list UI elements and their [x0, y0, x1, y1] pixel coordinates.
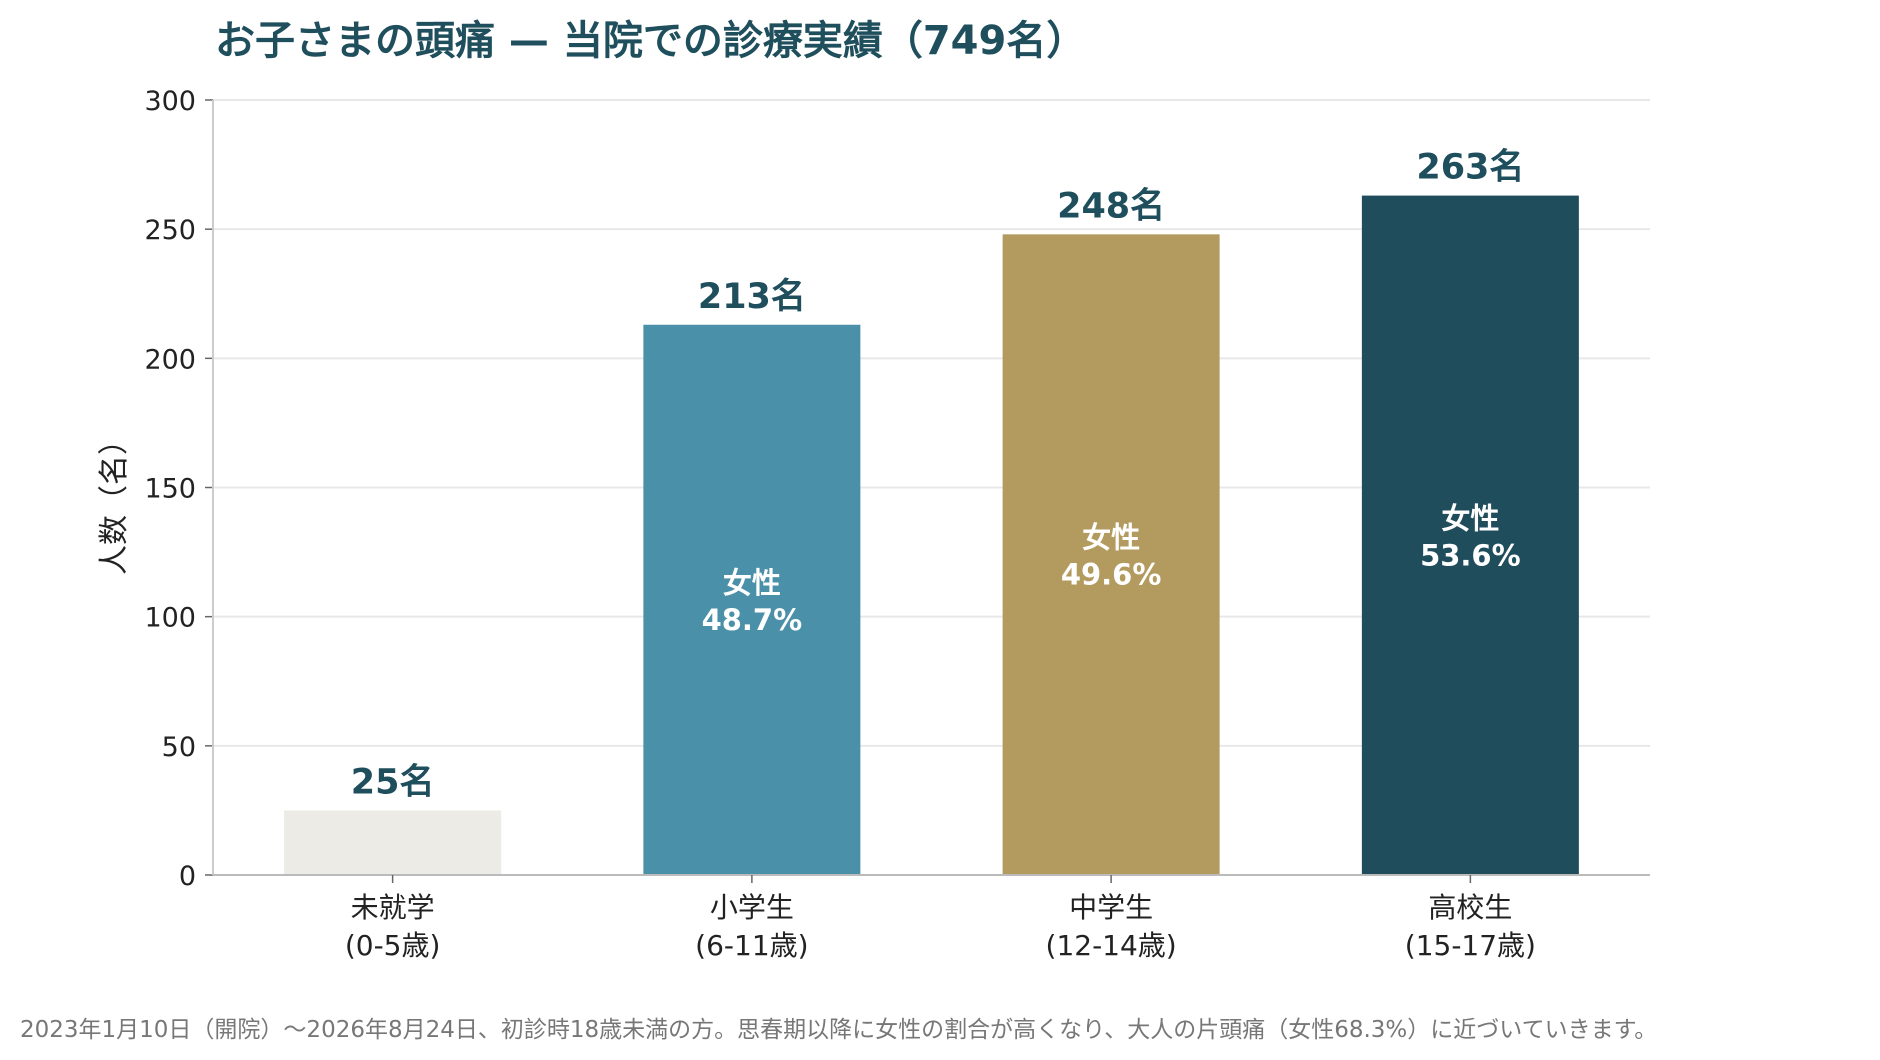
y-tick-label: 0: [179, 861, 196, 892]
bar-value-label: 263名: [1416, 148, 1524, 188]
bar-inner-label: 49.6%: [1061, 558, 1162, 592]
x-tick-label: (12-14歳): [1046, 929, 1177, 962]
x-tick-label: (15-17歳): [1405, 929, 1536, 962]
y-tick-label: 50: [162, 732, 196, 763]
bar-value-label: 25名: [351, 762, 435, 802]
y-tick-label: 100: [144, 603, 196, 634]
bar-inner-label: 女性: [723, 566, 781, 600]
x-tick-label: (6-11歳): [695, 929, 808, 962]
y-tick-label: 300: [144, 86, 196, 117]
bars: [284, 195, 1579, 876]
bar-inner-label: 女性: [1082, 521, 1140, 555]
bar: [284, 810, 502, 875]
bar-value-label: 248名: [1057, 186, 1165, 226]
chart-title: お子さまの頭痛 — 当院での診療実績（749名）: [215, 18, 1086, 64]
bar: [1002, 234, 1220, 876]
bar: [643, 324, 861, 875]
x-tick-label: 高校生: [1428, 891, 1512, 924]
y-tick-label: 250: [144, 215, 196, 246]
x-tick-label: 小学生: [710, 891, 794, 924]
x-tick-label: 中学生: [1069, 891, 1153, 924]
footnote: 2023年1月10日（開院）〜2026年8月24日、初診時18歳未満の方。思春期…: [20, 1017, 1657, 1043]
x-tick-label: (0-5歳): [345, 929, 441, 962]
bar-inner-label: 女性: [1441, 501, 1499, 535]
bar-inner-label: 53.6%: [1420, 538, 1521, 572]
axes: [205, 99, 1650, 883]
y-tick-label: 150: [144, 474, 196, 505]
y-axis-label: 人数（名）: [97, 425, 132, 575]
bar-inner-label: 48.7%: [702, 603, 803, 637]
bar: [1361, 195, 1579, 876]
x-tick-label: 未就学: [351, 891, 435, 924]
y-tick-label: 200: [144, 344, 196, 375]
bar-value-label: 213名: [698, 277, 806, 317]
